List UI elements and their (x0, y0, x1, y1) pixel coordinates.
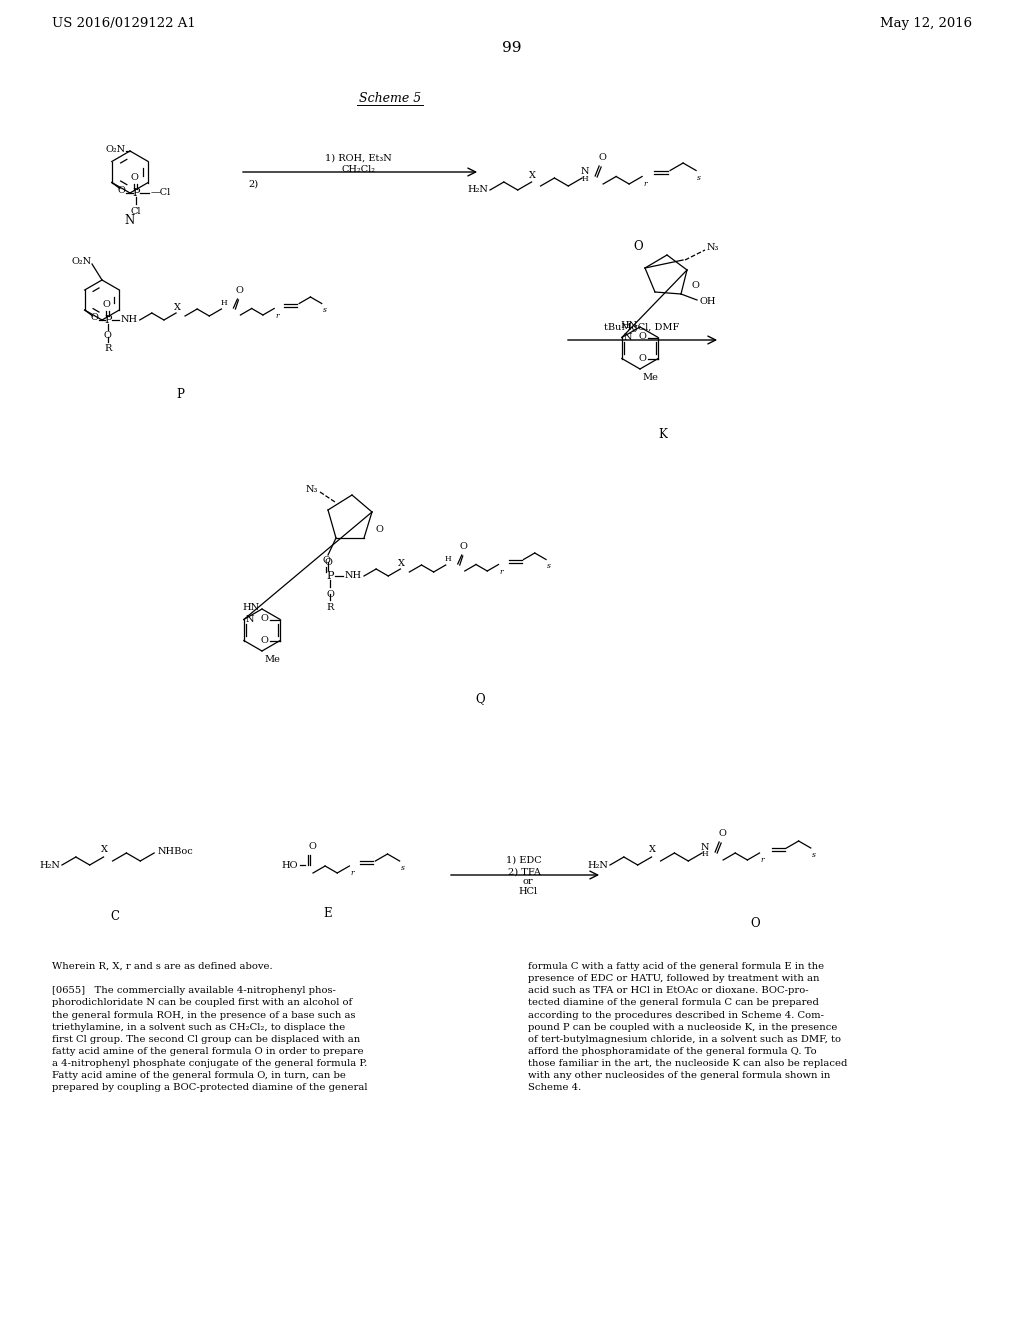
Text: Me: Me (642, 374, 657, 381)
Text: 2) TFA: 2) TFA (508, 867, 541, 876)
Text: N₃: N₃ (707, 243, 720, 252)
Text: R: R (104, 345, 112, 352)
Text: formula C with a fatty acid of the general formula E in the
presence of EDC or H: formula C with a fatty acid of the gener… (528, 962, 848, 1093)
Text: O: O (375, 525, 383, 535)
Text: O: O (260, 614, 268, 623)
Text: O₂N: O₂N (72, 257, 92, 267)
Text: CH₂Cl₂: CH₂Cl₂ (341, 165, 375, 174)
Text: X: X (398, 558, 404, 568)
Text: r: r (643, 180, 647, 187)
Text: K: K (658, 428, 668, 441)
Text: Q: Q (475, 692, 484, 705)
Text: s: s (547, 562, 551, 570)
Text: US 2016/0129122 A1: US 2016/0129122 A1 (52, 17, 196, 30)
Text: NH: NH (345, 572, 362, 581)
Text: O: O (638, 333, 646, 341)
Text: O: O (236, 286, 244, 294)
Text: r: r (350, 869, 354, 876)
Text: H: H (701, 850, 709, 858)
Text: O: O (118, 186, 126, 195)
Text: R: R (327, 603, 334, 612)
Text: O: O (102, 300, 111, 309)
Text: X: X (173, 302, 180, 312)
Text: O: O (638, 354, 646, 363)
Text: N: N (246, 615, 254, 624)
Text: Cl: Cl (131, 206, 141, 215)
Text: O: O (324, 558, 332, 568)
Text: O: O (91, 314, 98, 322)
Text: P: P (132, 187, 139, 198)
Text: H₂N: H₂N (587, 861, 608, 870)
Text: P: P (327, 572, 334, 581)
Text: O: O (326, 590, 334, 599)
Text: —Cl: —Cl (151, 187, 171, 197)
Text: HCl: HCl (518, 887, 538, 896)
Text: X: X (529, 170, 537, 180)
Text: O₂N: O₂N (105, 144, 126, 153)
Text: O: O (103, 331, 112, 341)
Text: OH: OH (700, 297, 717, 306)
Text: or: or (522, 878, 534, 887)
Text: Me: Me (264, 655, 280, 664)
Text: O: O (751, 917, 760, 931)
Text: H: H (444, 554, 451, 564)
Text: NH: NH (121, 315, 138, 325)
Text: H₂N: H₂N (467, 186, 488, 194)
Text: H₂N: H₂N (39, 861, 60, 870)
Text: P: P (176, 388, 184, 401)
Text: O: O (691, 281, 698, 289)
Text: H: H (220, 300, 226, 308)
Text: tBuMgCl, DMF: tBuMgCl, DMF (604, 322, 680, 331)
Text: HN: HN (243, 602, 260, 611)
Text: O: O (633, 240, 643, 253)
Text: s: s (697, 173, 701, 181)
Text: s: s (323, 306, 327, 314)
Text: 1) ROH, Et₃N: 1) ROH, Et₃N (325, 153, 391, 162)
Text: 99: 99 (502, 41, 522, 55)
Text: Scheme 5: Scheme 5 (358, 91, 421, 104)
Text: Wherein R, X, r and s are as defined above.

[0655]   The commercially available: Wherein R, X, r and s are as defined abo… (52, 962, 368, 1093)
Text: H: H (582, 176, 589, 183)
Text: s: s (812, 851, 816, 859)
Text: O: O (460, 543, 468, 550)
Text: O: O (260, 636, 268, 645)
Text: 1) EDC: 1) EDC (506, 855, 542, 865)
Text: r: r (500, 568, 503, 576)
Text: C: C (111, 909, 120, 923)
Text: May 12, 2016: May 12, 2016 (880, 17, 972, 30)
Text: NHBoc: NHBoc (157, 846, 193, 855)
Text: N: N (624, 333, 632, 342)
Text: O: O (308, 842, 316, 851)
Text: O: O (131, 173, 138, 181)
Text: X: X (101, 846, 109, 854)
Text: r: r (275, 312, 279, 319)
Text: X: X (649, 846, 656, 854)
Text: O: O (598, 153, 606, 162)
Text: N: N (125, 214, 135, 227)
Text: N: N (700, 842, 710, 851)
Text: N: N (581, 168, 590, 177)
Text: N₃: N₃ (305, 486, 318, 495)
Text: E: E (324, 907, 333, 920)
Text: s: s (400, 865, 404, 873)
Text: P: P (103, 315, 112, 325)
Text: 2): 2) (248, 180, 258, 189)
Text: r: r (761, 855, 764, 865)
Text: O: O (718, 829, 726, 838)
Text: O: O (323, 556, 330, 565)
Text: HN: HN (621, 321, 638, 330)
Text: HO: HO (282, 861, 298, 870)
